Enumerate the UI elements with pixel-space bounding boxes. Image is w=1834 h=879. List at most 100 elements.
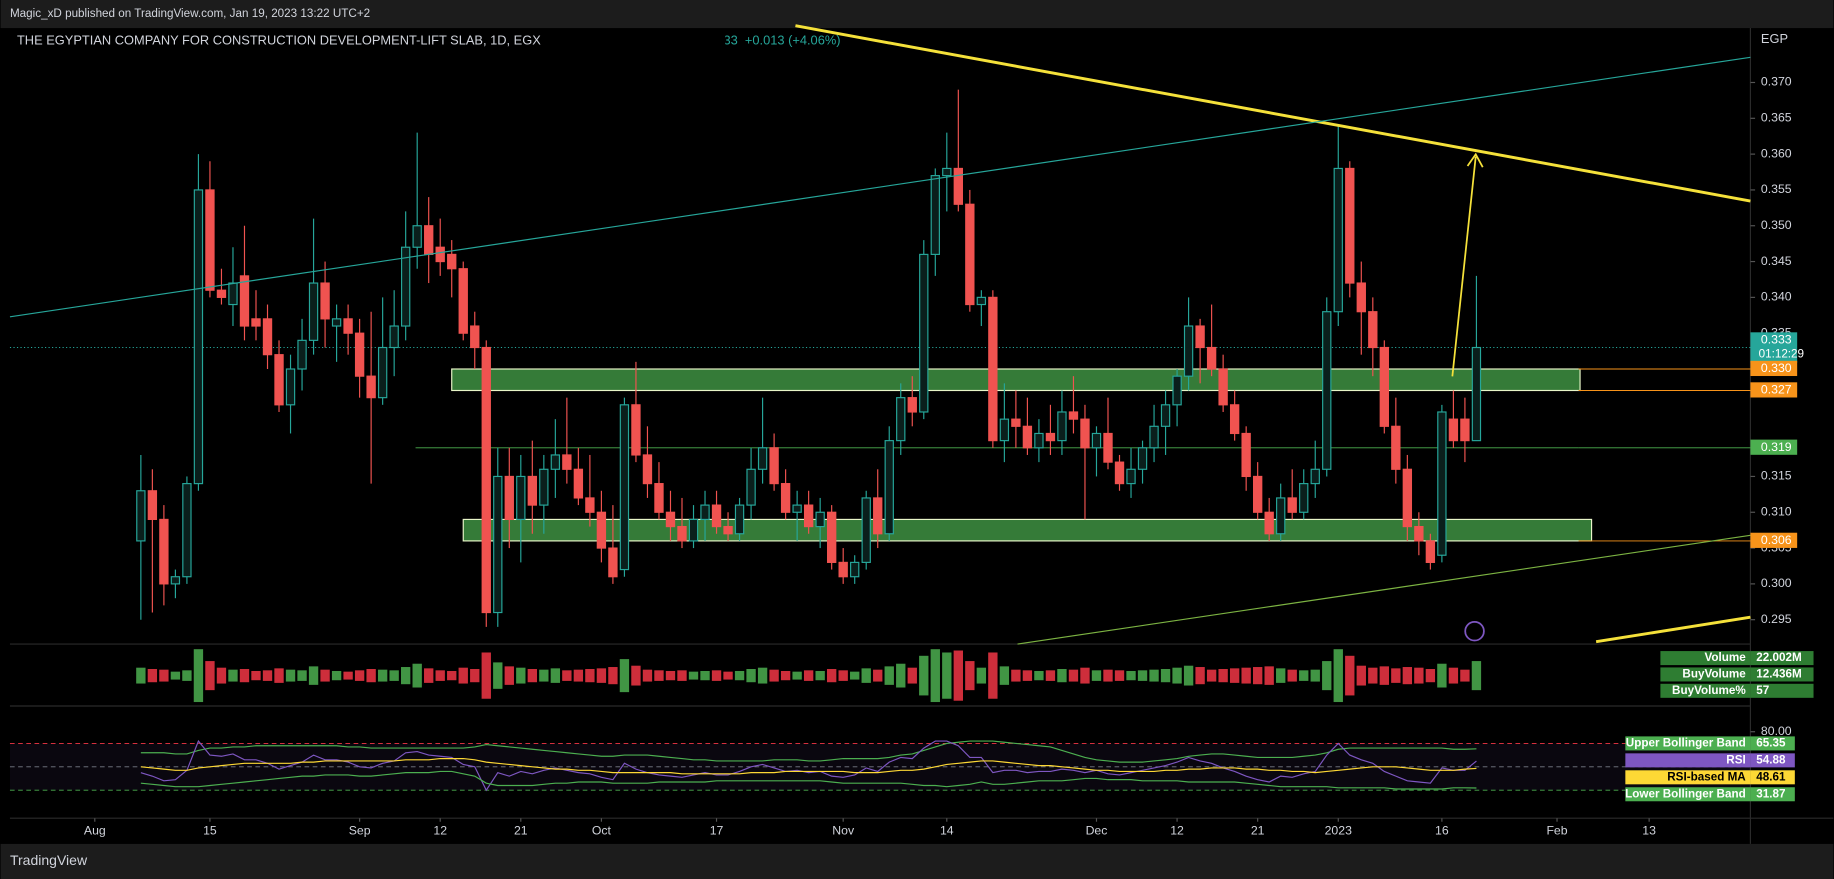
volume-bar	[884, 666, 894, 685]
volume-bar	[1080, 667, 1090, 684]
candle-body	[297, 339, 307, 370]
volume-bar	[562, 670, 572, 681]
candle-body	[1345, 167, 1355, 284]
candle-body	[1448, 418, 1459, 442]
volume-bar	[942, 652, 952, 699]
x-tick-label: 12	[1170, 823, 1184, 837]
y-tick-label: 0.355	[1761, 182, 1792, 196]
candle-body	[1103, 432, 1113, 463]
volume-bar	[1091, 670, 1102, 681]
price-badge-label: 0.319	[1761, 440, 1792, 454]
volume-bar	[907, 667, 917, 684]
candle-body	[1414, 526, 1424, 542]
volume-bar	[734, 670, 745, 681]
candle-body	[1368, 311, 1378, 349]
candle-body	[136, 490, 146, 542]
volume-bar	[815, 670, 825, 681]
volume-bar	[1356, 665, 1366, 686]
volume-bar	[654, 670, 664, 681]
rsi-line	[140, 770, 1477, 790]
volume-bar	[481, 652, 491, 699]
legend-box	[1625, 753, 1751, 768]
price-badge	[1750, 532, 1798, 548]
volume-bar	[1172, 667, 1182, 684]
candle-body	[216, 289, 227, 298]
candle-body	[803, 504, 814, 528]
candle-body	[942, 167, 952, 177]
arrow-head	[1466, 152, 1484, 168]
price-badge-label: 0.327	[1761, 383, 1792, 397]
x-tick-label: Feb	[1546, 823, 1567, 837]
candle-body	[366, 375, 376, 399]
candle-body	[792, 504, 802, 513]
candle-body	[838, 561, 848, 578]
legend-value: 57	[1756, 684, 1769, 697]
volume-bar	[746, 669, 756, 683]
volume-bar	[596, 668, 607, 683]
volume-bar	[1022, 670, 1033, 681]
rsi-line	[140, 740, 1477, 763]
volume-bar	[631, 665, 641, 686]
candle-body	[539, 468, 549, 506]
bottom-bar	[0, 843, 1834, 879]
volume-bar	[1471, 661, 1482, 691]
candle-body	[723, 526, 733, 535]
candle-body	[907, 397, 917, 413]
volume-bar	[1425, 669, 1436, 683]
volume-bar	[792, 671, 802, 680]
candle-body	[285, 368, 296, 406]
candle-body	[826, 511, 837, 563]
volume-bar	[424, 668, 434, 683]
trend-line	[1595, 615, 1751, 644]
candle-body	[527, 475, 537, 506]
legend-box	[1750, 736, 1795, 751]
volume-bar	[159, 669, 169, 682]
candle-body	[688, 518, 699, 542]
alert-icon[interactable]	[1464, 620, 1485, 642]
candle-body	[734, 504, 745, 535]
legend-value: 48.61	[1756, 770, 1786, 783]
legend-box	[1750, 667, 1814, 682]
volume-bar	[826, 669, 837, 683]
volume-bar	[550, 668, 561, 683]
candle-body	[205, 189, 215, 291]
candle-body	[493, 475, 503, 614]
volume-bar	[331, 670, 342, 681]
legend-box	[1660, 667, 1751, 682]
candle-body	[1391, 425, 1401, 470]
volume-bar	[447, 670, 457, 681]
x-tick-label: 12	[433, 823, 447, 837]
y-tick-label: 0.350	[1761, 218, 1792, 232]
volume-bar	[412, 663, 422, 688]
candle-body	[1068, 411, 1079, 420]
candle-body	[815, 511, 825, 528]
candle-body	[412, 225, 422, 248]
legend-box	[1750, 683, 1814, 698]
candle-body	[665, 511, 676, 528]
legend-box	[1660, 651, 1751, 666]
candle-body	[1195, 325, 1205, 349]
candle-body	[481, 346, 491, 614]
trend-line	[1017, 534, 1751, 645]
candle-body	[1011, 418, 1021, 427]
candle-body	[1229, 404, 1240, 435]
y-tick-label: 0.365	[1761, 111, 1792, 125]
legend-box	[1750, 753, 1795, 768]
volume-bar	[308, 666, 319, 685]
candle-body	[1333, 167, 1343, 313]
zone	[451, 368, 1581, 392]
x-tick-label: Sep	[349, 823, 371, 837]
candle-body	[228, 282, 238, 306]
volume-bar	[354, 670, 365, 681]
legend-name: BuyVolume%	[1672, 684, 1746, 697]
volume-bar	[1126, 670, 1136, 681]
legend-bg	[12, 31, 726, 51]
candle-body	[1379, 346, 1389, 427]
volume-bar	[1448, 667, 1459, 684]
top-bar	[0, 0, 1834, 29]
legend-title: THE EGYPTIAN COMPANY FOR CONSTRUCTION DE…	[17, 32, 541, 47]
volume-bar	[1218, 669, 1228, 683]
volume-bar	[930, 649, 940, 703]
x-tick-label: 21	[1251, 823, 1265, 837]
